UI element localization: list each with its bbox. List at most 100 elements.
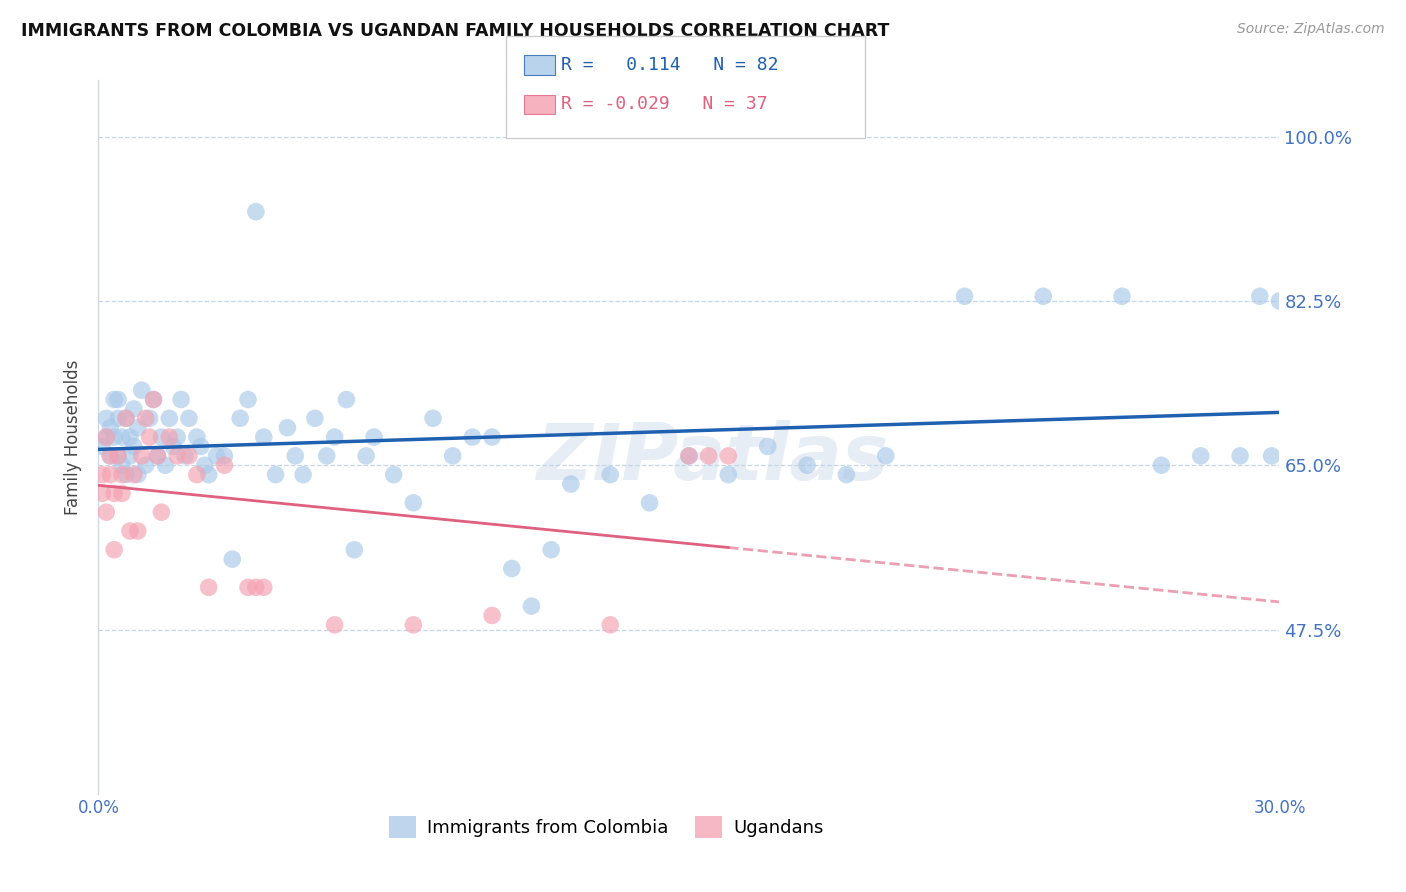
Text: R = -0.029   N = 37: R = -0.029 N = 37 [561,95,768,113]
Point [717,449,740,463]
Point [835,467,858,482]
Point [122,440,145,454]
Point [304,411,326,425]
Point [166,430,188,444]
Y-axis label: Family Households: Family Households [65,359,83,515]
Point [1260,449,1282,463]
Point [276,420,298,434]
Point [96,505,118,519]
Point [146,449,169,463]
Point [177,449,200,463]
Point [174,449,197,463]
Point [155,458,177,473]
Point [127,420,149,434]
Point [461,430,484,444]
Legend: Immigrants from Colombia, Ugandans: Immigrants from Colombia, Ugandans [381,809,831,846]
Point [520,599,543,613]
Point [1150,458,1173,473]
Point [315,449,337,463]
Point [96,430,118,444]
Point [197,467,219,482]
Point [1032,289,1054,303]
Point [1229,449,1251,463]
Point [354,449,377,463]
Point [875,449,897,463]
Point [166,449,188,463]
Point [107,449,129,463]
Point [638,496,661,510]
Point [197,580,219,594]
Point [103,486,125,500]
Point [205,449,228,463]
Point [236,392,259,407]
Point [599,618,621,632]
Point [253,580,276,594]
Point [717,467,740,482]
Point [103,392,125,407]
Point [245,204,267,219]
Point [122,401,145,416]
Point [103,430,125,444]
Point [221,552,243,566]
Point [382,467,405,482]
Point [190,440,212,454]
Point [253,430,276,444]
Point [107,392,129,407]
Point [162,440,184,454]
Point [157,430,180,444]
Point [111,486,134,500]
Point [1111,289,1133,303]
Text: Source: ZipAtlas.com: Source: ZipAtlas.com [1237,22,1385,37]
Text: R =   0.114   N = 82: R = 0.114 N = 82 [561,56,779,74]
Point [103,542,125,557]
Point [98,420,121,434]
Point [214,458,236,473]
Point [194,458,217,473]
Point [678,449,700,463]
Point [343,542,366,557]
Point [335,392,357,407]
Point [1249,289,1271,303]
Point [481,430,503,444]
Point [96,430,118,444]
Point [186,430,208,444]
Point [91,486,114,500]
Point [264,467,287,482]
Point [560,477,582,491]
Point [122,467,145,482]
Point [135,458,157,473]
Point [91,440,114,454]
Point [402,496,425,510]
Point [115,467,138,482]
Point [284,449,307,463]
Point [127,467,149,482]
Point [953,289,976,303]
Point [138,411,160,425]
Point [131,383,153,397]
Point [146,449,169,463]
Point [96,411,118,425]
Point [135,411,157,425]
Point [170,392,193,407]
Point [501,561,523,575]
Point [142,392,165,407]
Point [1268,293,1291,308]
Point [127,524,149,538]
Point [111,458,134,473]
Point [540,542,562,557]
Point [118,449,141,463]
Point [678,449,700,463]
Point [118,430,141,444]
Point [796,458,818,473]
Point [402,618,425,632]
Point [214,449,236,463]
Point [236,580,259,594]
Point [363,430,385,444]
Point [118,524,141,538]
Point [756,440,779,454]
Point [422,411,444,425]
Point [91,467,114,482]
Point [323,430,346,444]
Point [111,430,134,444]
Point [115,411,138,425]
